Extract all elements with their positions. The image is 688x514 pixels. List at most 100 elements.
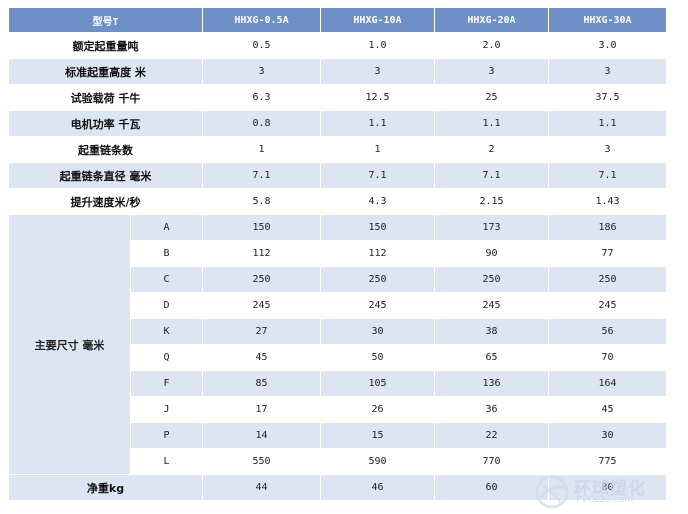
cell: 245 xyxy=(548,292,667,319)
cell: 3 xyxy=(434,58,549,85)
row-label: 额定起重量吨 xyxy=(8,32,203,59)
cell: 45 xyxy=(548,396,667,423)
cell: 3 xyxy=(320,58,435,85)
cell: 245 xyxy=(434,292,549,319)
row-label: 起重链条直径 毫米 xyxy=(8,162,203,189)
spec-table: 型号T HHXG-0.5A HHXG-10A HHXG-20A HHXG-30A… xyxy=(8,7,667,501)
cell: 90 xyxy=(434,240,549,267)
header-col-2: HHXG-10A xyxy=(320,7,435,33)
cell: 50 xyxy=(320,344,435,371)
header-col-4: HHXG-30A xyxy=(548,7,667,33)
cell: 46 xyxy=(320,474,435,501)
row-label: 提升速度米/秒 xyxy=(8,188,203,215)
header-col-1: HHXG-0.5A xyxy=(202,7,321,33)
cell: 150 xyxy=(320,214,435,241)
cell: 12.5 xyxy=(320,84,435,111)
cell: 3.0 xyxy=(548,32,667,59)
cell: 4.3 xyxy=(320,188,435,215)
dim-code: C xyxy=(130,266,203,293)
cell: 1 xyxy=(320,136,435,163)
cell: 17 xyxy=(202,396,321,423)
row-label: 净重kg xyxy=(8,474,203,501)
watermark: 环球塑化 PVC123.com xyxy=(532,472,682,512)
header-col-3: HHXG-20A xyxy=(434,7,549,33)
dim-code: L xyxy=(130,448,203,475)
table-row: K 27 30 38 56 xyxy=(9,318,667,345)
header-model-label: 型号T xyxy=(8,7,203,33)
dims-group-label: 主要尺寸 毫米 xyxy=(8,214,131,475)
cell: 30 xyxy=(320,318,435,345)
table-row: 试验载荷 千牛 6.3 12.5 25 37.5 xyxy=(8,84,667,111)
cell: 7.1 xyxy=(548,162,667,189)
cell: 245 xyxy=(202,292,321,319)
cell: 770 xyxy=(434,448,549,475)
table-row: 电机功率 千瓦 0.8 1.1 1.1 1.1 xyxy=(8,110,667,137)
cell: 3 xyxy=(548,136,667,163)
cell: 1.0 xyxy=(320,32,435,59)
cell: 27 xyxy=(202,318,321,345)
cell: 250 xyxy=(202,266,321,293)
cell: 26 xyxy=(320,396,435,423)
table-row: Q 45 50 65 70 xyxy=(9,344,667,371)
cell: 65 xyxy=(434,344,549,371)
cell: 250 xyxy=(434,266,549,293)
table-row: 起重链条数 1 1 2 3 xyxy=(8,136,667,163)
table-row: D 245 245 245 245 xyxy=(9,292,667,319)
table-row: 起重链条直径 毫米 7.1 7.1 7.1 7.1 xyxy=(8,162,667,189)
cell: 36 xyxy=(434,396,549,423)
cell: 105 xyxy=(320,370,435,397)
cell: 164 xyxy=(548,370,667,397)
cell: 1.1 xyxy=(434,110,549,137)
cell: 1.1 xyxy=(320,110,435,137)
cell: 7.1 xyxy=(320,162,435,189)
cell: 56 xyxy=(548,318,667,345)
cell: 44 xyxy=(202,474,321,501)
cell: 112 xyxy=(320,240,435,267)
dim-code: A xyxy=(130,214,203,241)
cell: 37.5 xyxy=(548,84,667,111)
cell: 1.1 xyxy=(548,110,667,137)
cell: 70 xyxy=(548,344,667,371)
cell: 250 xyxy=(548,266,667,293)
cell: 77 xyxy=(548,240,667,267)
table-row: C 250 250 250 250 xyxy=(9,266,667,293)
table-row: 主要尺寸 毫米 A 150 150 173 186 xyxy=(8,214,667,475)
row-label: 标准起重高度 米 xyxy=(8,58,203,85)
cell: 25 xyxy=(434,84,549,111)
dim-code: K xyxy=(130,318,203,345)
row-label: 电机功率 千瓦 xyxy=(8,110,203,137)
watermark-url: PVC123.com xyxy=(576,495,634,505)
cell: 0.8 xyxy=(202,110,321,137)
cell: 245 xyxy=(320,292,435,319)
dim-code: Q xyxy=(130,344,203,371)
cell: 186 xyxy=(548,214,667,241)
cell: 0.5 xyxy=(202,32,321,59)
dim-code: B xyxy=(130,240,203,267)
cell: 85 xyxy=(202,370,321,397)
header-row: 型号T HHXG-0.5A HHXG-10A HHXG-20A HHXG-30A xyxy=(8,7,667,33)
cell: 15 xyxy=(320,422,435,449)
globe-logo-icon xyxy=(535,475,569,509)
cell: 30 xyxy=(548,422,667,449)
table-row: F 85 105 136 164 xyxy=(9,370,667,397)
cell: 38 xyxy=(434,318,549,345)
cell: 1 xyxy=(202,136,321,163)
dim-code: J xyxy=(130,396,203,423)
cell: 136 xyxy=(434,370,549,397)
cell: 45 xyxy=(202,344,321,371)
cell: 2.0 xyxy=(434,32,549,59)
cell: 14 xyxy=(202,422,321,449)
table-row: 提升速度米/秒 5.8 4.3 2.15 1.43 xyxy=(8,188,667,215)
cell: 22 xyxy=(434,422,549,449)
watermark-text: 环球塑化 xyxy=(574,479,646,499)
dim-code: P xyxy=(130,422,203,449)
cell: 173 xyxy=(434,214,549,241)
cell: 150 xyxy=(202,214,321,241)
cell: 3 xyxy=(548,58,667,85)
cell: 775 xyxy=(548,448,667,475)
cell: 590 xyxy=(320,448,435,475)
row-label: 起重链条数 xyxy=(8,136,203,163)
cell: 5.8 xyxy=(202,188,321,215)
table-row: J 17 26 36 45 xyxy=(9,396,667,423)
cell: 1.43 xyxy=(548,188,667,215)
